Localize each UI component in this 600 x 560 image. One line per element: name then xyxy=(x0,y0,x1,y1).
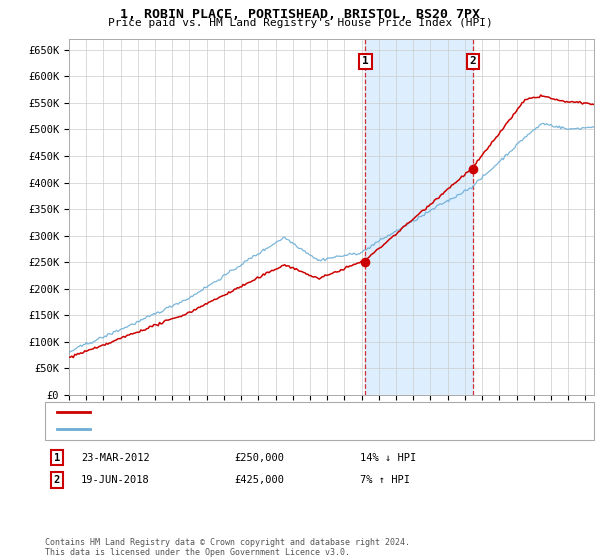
Text: HPI: Average price, detached house, North Somerset: HPI: Average price, detached house, Nort… xyxy=(96,424,390,434)
Text: £425,000: £425,000 xyxy=(234,475,284,485)
Text: 1: 1 xyxy=(362,57,369,67)
Text: 1, ROBIN PLACE, PORTISHEAD, BRISTOL, BS20 7PX: 1, ROBIN PLACE, PORTISHEAD, BRISTOL, BS2… xyxy=(120,8,480,21)
Bar xyxy=(365,39,473,395)
Text: 1, ROBIN PLACE, PORTISHEAD, BRISTOL, BS20 7PX (detached house): 1, ROBIN PLACE, PORTISHEAD, BRISTOL, BS2… xyxy=(96,407,460,417)
Text: 2: 2 xyxy=(54,475,60,485)
Text: 19-JUN-2018: 19-JUN-2018 xyxy=(81,475,150,485)
Text: 14% ↓ HPI: 14% ↓ HPI xyxy=(360,452,416,463)
Text: 1: 1 xyxy=(54,452,60,463)
Text: Price paid vs. HM Land Registry's House Price Index (HPI): Price paid vs. HM Land Registry's House … xyxy=(107,18,493,28)
Text: £250,000: £250,000 xyxy=(234,452,284,463)
Text: 2: 2 xyxy=(470,57,476,67)
Text: 7% ↑ HPI: 7% ↑ HPI xyxy=(360,475,410,485)
Text: Contains HM Land Registry data © Crown copyright and database right 2024.
This d: Contains HM Land Registry data © Crown c… xyxy=(45,538,410,557)
Text: 23-MAR-2012: 23-MAR-2012 xyxy=(81,452,150,463)
